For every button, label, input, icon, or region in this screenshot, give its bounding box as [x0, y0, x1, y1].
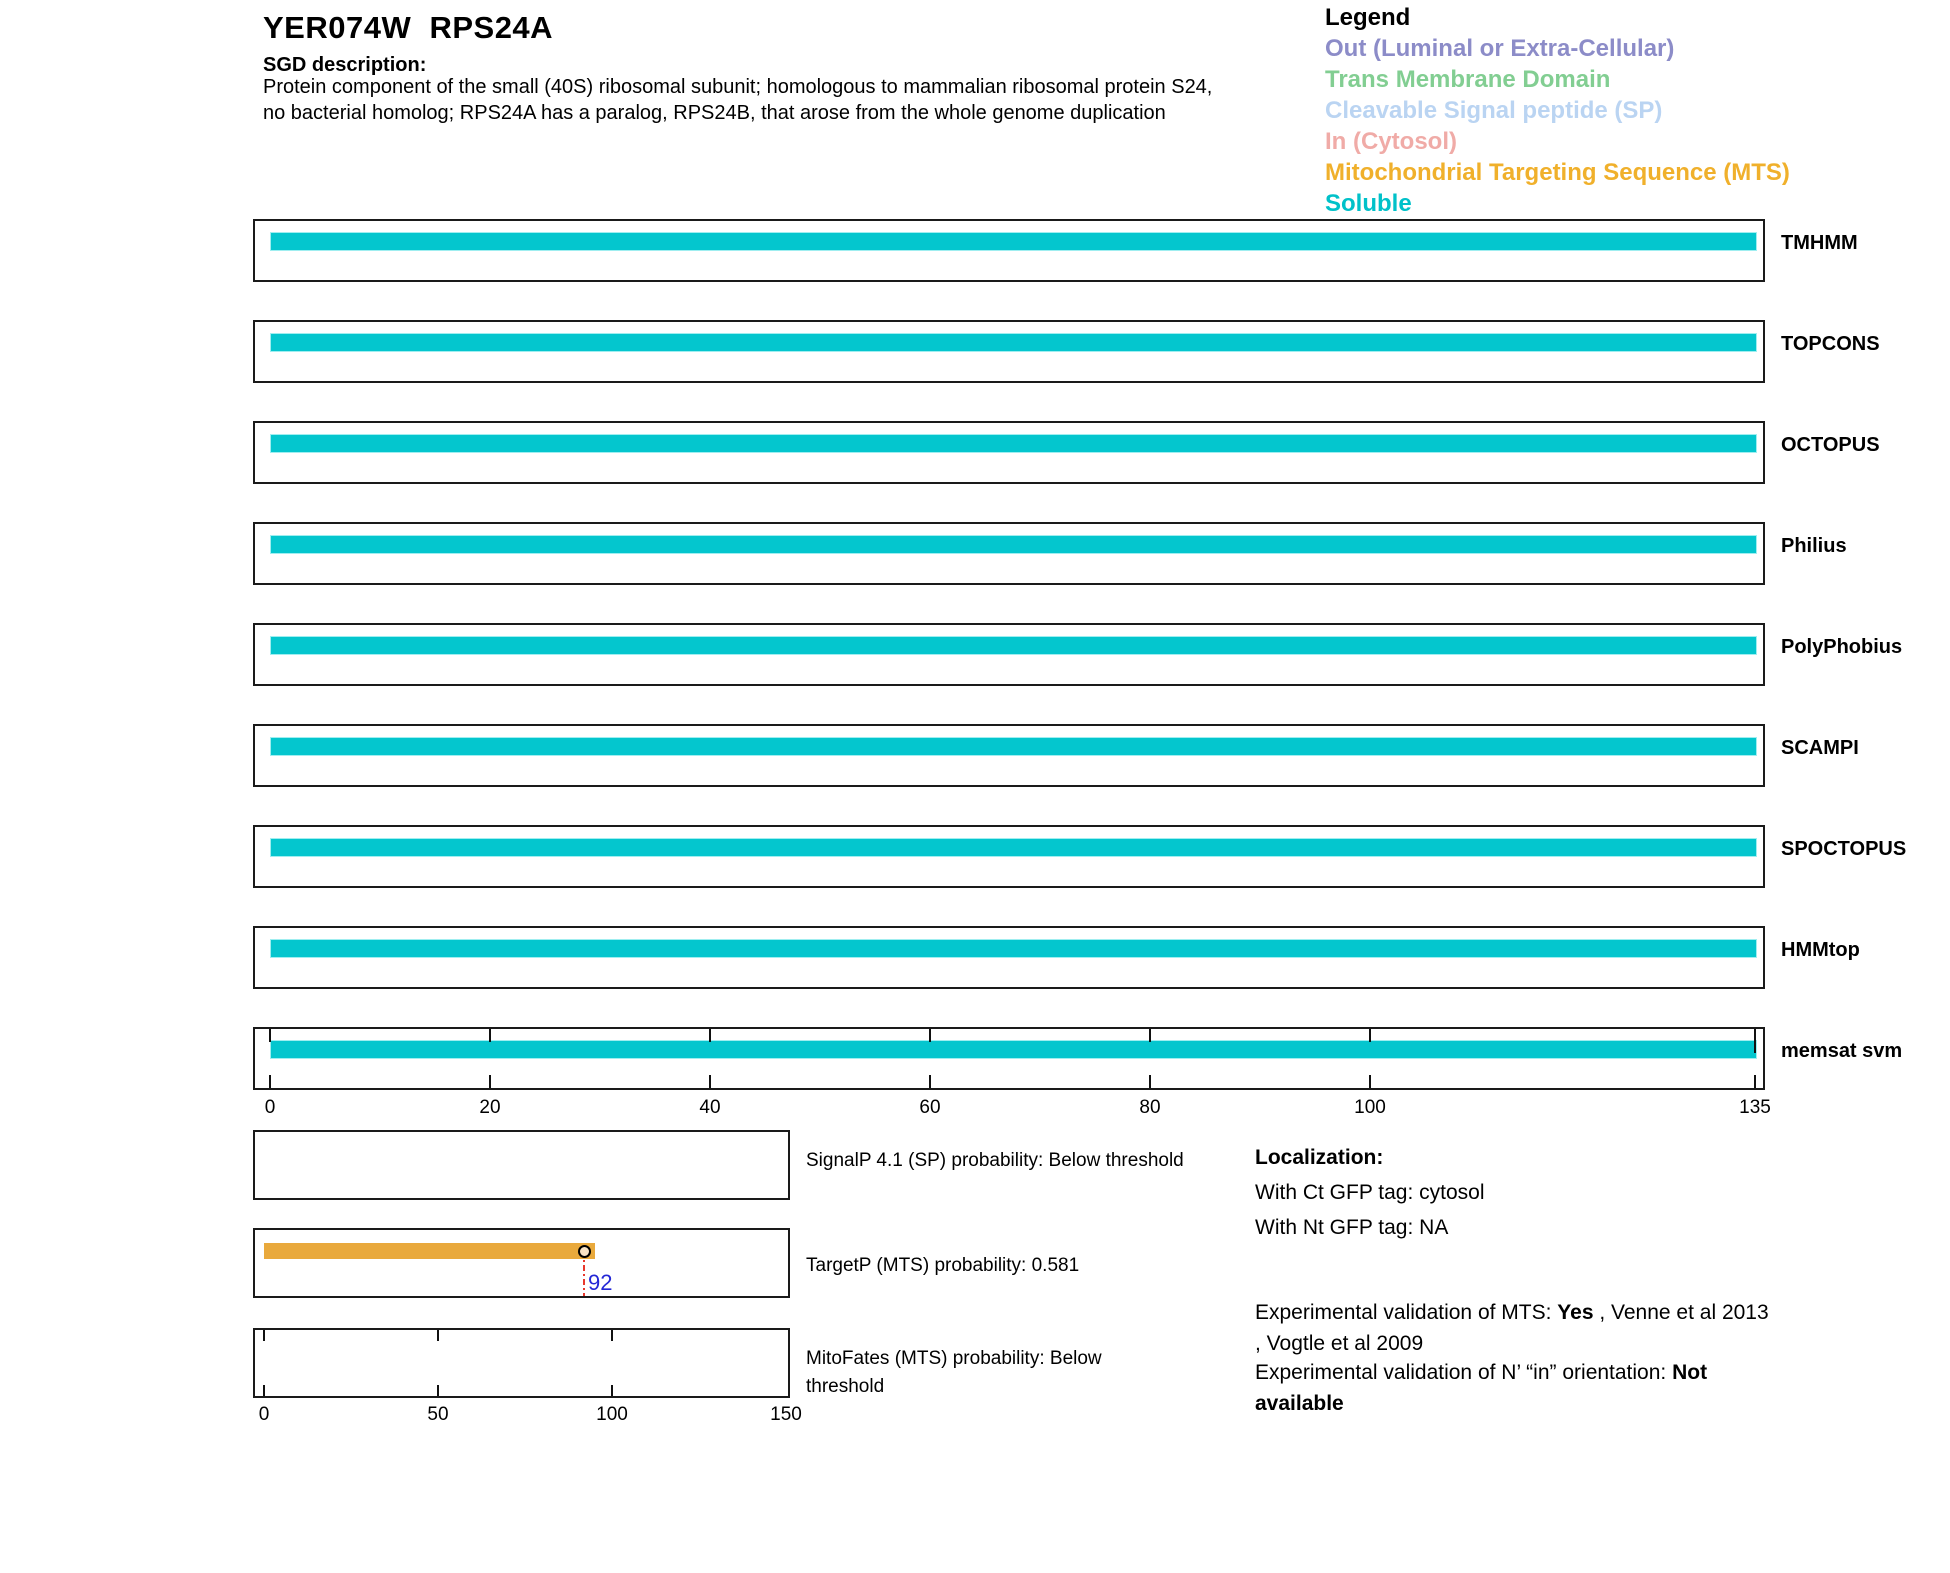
orientation-validation-line2: available — [1255, 1392, 1344, 1415]
prob-axis-tick-bottom — [437, 1385, 439, 1396]
axis-tick-top — [709, 1029, 711, 1042]
track-box — [253, 825, 1765, 888]
axis-tick-bottom — [929, 1075, 931, 1088]
orientation-validation-line1: Experimental validation of N’ “in” orien… — [1255, 1361, 1707, 1385]
sgd-description-label: SGD description: — [263, 54, 427, 76]
prob-axis-tick-bottom — [611, 1385, 613, 1396]
probability-axis-label: 150 — [770, 1404, 802, 1425]
prob-axis-tick-top — [437, 1330, 439, 1341]
axis-tick-bottom — [1369, 1075, 1371, 1088]
nt-gfp-line: With Nt GFP tag: NA — [1255, 1216, 1449, 1239]
legend-item-mts: Mitochondrial Targeting Sequence (MTS) — [1325, 159, 1790, 186]
orientation-validation-prefix: Experimental validation of N’ “in” orien… — [1255, 1361, 1673, 1384]
mitofates-plot-box — [253, 1328, 790, 1398]
soluble-prediction-bar — [270, 1040, 1757, 1059]
targetp-plot-label: TargetP (MTS) probability: 0.581 — [806, 1255, 1080, 1276]
mts-validation-line1: Experimental validation of MTS: Yes , Ve… — [1255, 1301, 1769, 1325]
soluble-prediction-bar — [270, 737, 1757, 756]
legend-items: Out (Luminal or Extra-Cellular) Trans Mem… — [1325, 33, 1790, 219]
mitofates-plot-label: threshold — [806, 1376, 885, 1397]
sgd-description-text: Protein component of the small (40S) rib… — [263, 74, 1212, 126]
track-box — [253, 219, 1765, 282]
probability-axis-label: 100 — [596, 1404, 628, 1425]
soluble-prediction-bar — [270, 232, 1757, 251]
ct-gfp-line: With Ct GFP tag: cytosol — [1255, 1181, 1485, 1204]
probability-axis-label: 50 — [427, 1404, 449, 1425]
axis-tick-top — [1369, 1029, 1371, 1042]
signalp-plot-label: SignalP 4.1 (SP) probability: Below thre… — [806, 1150, 1184, 1171]
mts-probability-bar — [264, 1243, 595, 1259]
legend-item-in: In (Cytosol) — [1325, 128, 1457, 155]
track-box — [253, 522, 1765, 585]
probability-axis-label: 0 — [258, 1404, 270, 1425]
soluble-prediction-bar — [270, 636, 1757, 655]
mitofates-plot-label: MitoFates (MTS) probability: Below — [806, 1348, 1102, 1369]
track-box — [253, 320, 1765, 383]
signalp-plot-box — [253, 1130, 790, 1200]
legend-item-sp: Cleavable Signal peptide (SP) — [1325, 97, 1663, 124]
axis-tick-bottom — [1754, 1075, 1756, 1088]
cleavage-position-marker — [578, 1245, 591, 1258]
track-label-octopus: OCTOPUS — [1781, 434, 1880, 456]
prob-axis-tick-bottom — [263, 1385, 265, 1396]
track-box — [253, 623, 1765, 686]
orientation-validation-answer-part1: Not — [1672, 1361, 1708, 1384]
legend-item-out: Out (Luminal or Extra-Cellular) — [1325, 35, 1675, 62]
sgd-description-line: no bacterial homolog; RPS24A has a paral… — [263, 102, 1166, 124]
axis-tick-top — [269, 1029, 271, 1042]
residue-axis-label: 40 — [699, 1097, 721, 1118]
residue-axis-label: 60 — [919, 1097, 941, 1118]
axis-tick-bottom — [489, 1075, 491, 1088]
residue-axis-label: 135 — [1739, 1097, 1771, 1118]
cleavage-position-line — [583, 1251, 585, 1296]
mts-validation-ref1: , Venne et al 2013 — [1593, 1301, 1769, 1324]
track-box — [253, 724, 1765, 787]
track-label-scampi: SCAMPI — [1781, 737, 1859, 759]
residue-axis-label: 20 — [479, 1097, 501, 1118]
axis-tick-top — [1754, 1029, 1756, 1053]
axis-tick-top — [489, 1029, 491, 1042]
track-box — [253, 421, 1765, 484]
track-label-hmmtop: HMMtop — [1781, 939, 1860, 961]
track-label-spoctopus: SPOCTOPUS — [1781, 838, 1907, 860]
sgd-description-line: Protein component of the small (40S) rib… — [263, 76, 1213, 98]
mts-validation-answer: Yes — [1557, 1301, 1594, 1324]
track-label-memsat-svm: memsat svm — [1781, 1040, 1903, 1062]
track-box — [253, 1027, 1765, 1090]
prob-axis-tick-top — [611, 1330, 613, 1341]
track-label-tmhmm: TMHMM — [1781, 232, 1858, 254]
residue-axis-label: 0 — [264, 1097, 276, 1118]
track-label-polyphobius: PolyPhobius — [1781, 636, 1903, 658]
axis-tick-bottom — [709, 1075, 711, 1088]
targetp-plot-box: 92 — [253, 1228, 790, 1298]
soluble-prediction-bar — [270, 333, 1757, 352]
mts-validation-prefix: Experimental validation of MTS: — [1255, 1301, 1558, 1324]
cleavage-position-label: 92 — [588, 1270, 613, 1295]
soluble-prediction-bar — [270, 838, 1757, 857]
soluble-prediction-bar — [270, 434, 1757, 453]
track-label-topcons: TOPCONS — [1781, 333, 1880, 355]
prob-axis-tick-top — [263, 1330, 265, 1341]
residue-axis-label: 80 — [1139, 1097, 1161, 1118]
localization-heading: Localization: — [1255, 1146, 1384, 1169]
legend-title: Legend — [1325, 4, 1411, 31]
axis-tick-top — [929, 1029, 931, 1042]
soluble-prediction-bar — [270, 939, 1757, 958]
legend-item-soluble: Soluble — [1325, 190, 1412, 217]
legend: Legend Out (Luminal or Extra-Cellular) Tr… — [1325, 2, 1790, 219]
soluble-prediction-bar — [270, 535, 1757, 554]
page-title: YER074W RPS24A — [263, 10, 554, 45]
mts-validation-line2: , Vogtle et al 2009 — [1255, 1332, 1424, 1355]
legend-item-tmd: Trans Membrane Domain — [1325, 66, 1611, 93]
track-label-philius: Philius — [1781, 535, 1847, 557]
axis-tick-top — [1149, 1029, 1151, 1042]
axis-tick-bottom — [269, 1075, 271, 1088]
axis-tick-bottom — [1149, 1075, 1151, 1088]
residue-axis-label: 100 — [1354, 1097, 1386, 1118]
track-box — [253, 926, 1765, 989]
